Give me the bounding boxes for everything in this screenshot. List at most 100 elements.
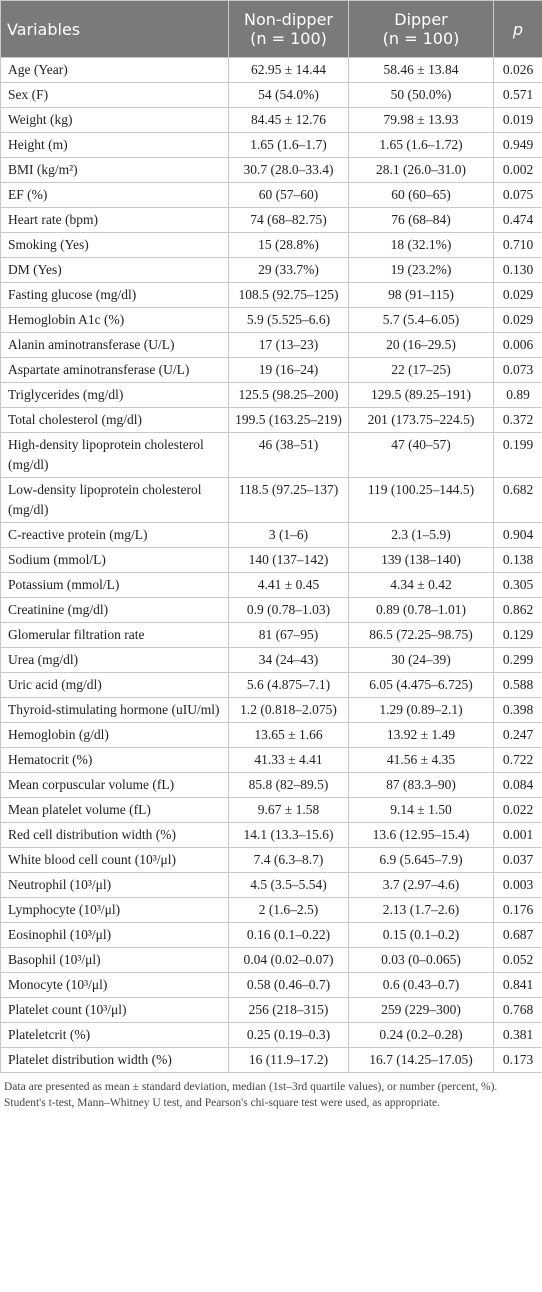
- table-row: EF (%) 60 (57–60) 60 (60–65) 0.075: [0, 182, 542, 208]
- value-cell: 4.41 ± 0.45: [228, 572, 349, 598]
- table-row: Weight (kg) 84.45 ± 12.76 79.98 ± 13.93 0.0…: [0, 107, 542, 133]
- value-cell: 0.15 (0.1–0.2): [348, 922, 494, 948]
- variable-cell: Total cholesterol (mg/dl): [0, 407, 229, 433]
- value-cell: 1.2 (0.818–2.075): [228, 697, 349, 723]
- value-cell: 60 (60–65): [348, 182, 494, 208]
- variable-cell: EF (%): [0, 182, 229, 208]
- value-cell: 1.65 (1.6–1.72): [348, 132, 494, 158]
- value-cell: 0.075: [493, 182, 542, 208]
- value-cell: 62.95 ± 14.44: [228, 57, 349, 83]
- value-cell: 19 (23.2%): [348, 257, 494, 283]
- value-cell: 98 (91–115): [348, 282, 494, 308]
- value-cell: 0.173: [493, 1047, 542, 1073]
- value-cell: 0.24 (0.2–0.28): [348, 1022, 494, 1048]
- value-cell: 0.89 (0.78–1.01): [348, 597, 494, 623]
- value-cell: 34 (24–43): [228, 647, 349, 673]
- value-cell: 9.67 ± 1.58: [228, 797, 349, 823]
- variable-cell: Mean platelet volume (fL): [0, 797, 229, 823]
- table-row: Heart rate (bpm) 74 (68–82.75) 76 (68–84) 0…: [0, 207, 542, 233]
- variable-cell: Lymphocyte (10³/μl): [0, 897, 229, 923]
- variable-cell: Glomerular filtration rate: [0, 622, 229, 648]
- value-cell: 256 (218–315): [228, 997, 349, 1023]
- value-cell: 0.474: [493, 207, 542, 233]
- table-row: Sodium (mmol/L) 140 (137–142) 139 (138–140…: [0, 547, 542, 573]
- value-cell: 259 (229–300): [348, 997, 494, 1023]
- table-row: Uric acid (mg/dl) 5.6 (4.875–7.1) 6.05 (4.…: [0, 672, 542, 698]
- variable-cell: Low-density lipoprotein cholesterol (mg/…: [0, 477, 229, 523]
- value-cell: 0.949: [493, 132, 542, 158]
- value-cell: 50 (50.0%): [348, 82, 494, 108]
- value-cell: 0.052: [493, 947, 542, 973]
- value-cell: 2.3 (1–5.9): [348, 522, 494, 548]
- value-cell: 6.9 (5.645–7.9): [348, 847, 494, 873]
- value-cell: 0.022: [493, 797, 542, 823]
- table-row: Hemoglobin A1c (%) 5.9 (5.525–6.6) 5.7 (5.…: [0, 307, 542, 333]
- table-row: Red cell distribution width (%) 14.1 (13.…: [0, 822, 542, 848]
- value-cell: 19 (16–24): [228, 357, 349, 383]
- variable-cell: Hemoglobin (g/dl): [0, 722, 229, 748]
- value-cell: 125.5 (98.25–200): [228, 382, 349, 408]
- table-row: Low-density lipoprotein cholesterol (mg/…: [0, 477, 542, 523]
- variable-cell: DM (Yes): [0, 257, 229, 283]
- value-cell: 0.904: [493, 522, 542, 548]
- value-cell: 201 (173.75–224.5): [348, 407, 494, 433]
- variable-cell: Height (m): [0, 132, 229, 158]
- table-row: Monocyte (10³/μl) 0.58 (0.46–0.7) 0.6 (0.4…: [0, 972, 542, 998]
- value-cell: 0.710: [493, 232, 542, 258]
- value-cell: 1.65 (1.6–1.7): [228, 132, 349, 158]
- variable-cell: Eosinophil (10³/μl): [0, 922, 229, 948]
- value-cell: 0.001: [493, 822, 542, 848]
- variable-cell: Thyroid-stimulating hormone (uIU/ml): [0, 697, 229, 723]
- value-cell: 47 (40–57): [348, 432, 494, 478]
- variable-cell: Uric acid (mg/dl): [0, 672, 229, 698]
- value-cell: 60 (57–60): [228, 182, 349, 208]
- value-cell: 4.34 ± 0.42: [348, 572, 494, 598]
- value-cell: 29 (33.7%): [228, 257, 349, 283]
- table-row: Hematocrit (%) 41.33 ± 4.41 41.56 ± 4.35 0.…: [0, 747, 542, 773]
- value-cell: 0.029: [493, 282, 542, 308]
- table-row: Potassium (mmol/L) 4.41 ± 0.45 4.34 ± 0.42…: [0, 572, 542, 598]
- value-cell: 58.46 ± 13.84: [348, 57, 494, 83]
- value-cell: 6.05 (4.475–6.725): [348, 672, 494, 698]
- value-cell: 4.5 (3.5–5.54): [228, 872, 349, 898]
- header-text: p: [512, 19, 524, 39]
- table-header: Variables Non-dipper (n = 100) Dipper (n = 1…: [0, 0, 542, 58]
- value-cell: 0.003: [493, 872, 542, 898]
- value-cell: 30 (24–39): [348, 647, 494, 673]
- variable-cell: Hematocrit (%): [0, 747, 229, 773]
- variable-cell: High-density lipoprotein cholesterol (mg…: [0, 432, 229, 478]
- table-row: C-reactive protein (mg/L) 3 (1–6) 2.3 (1–5…: [0, 522, 542, 548]
- value-cell: 0.299: [493, 647, 542, 673]
- value-cell: 2 (1.6–2.5): [228, 897, 349, 923]
- value-cell: 129.5 (89.25–191): [348, 382, 494, 408]
- value-cell: 118.5 (97.25–137): [228, 477, 349, 523]
- table-row: Urea (mg/dl) 34 (24–43) 30 (24–39) 0.299: [0, 647, 542, 673]
- table-row: Hemoglobin (g/dl) 13.65 ± 1.66 13.92 ± 1.4…: [0, 722, 542, 748]
- header-cell: Variables: [0, 0, 229, 58]
- value-cell: 0.029: [493, 307, 542, 333]
- value-cell: 0.03 (0–0.065): [348, 947, 494, 973]
- value-cell: 0.89: [493, 382, 542, 408]
- table-row: Platelet distribution width (%) 16 (11.9–…: [0, 1047, 542, 1073]
- value-cell: 0.16 (0.1–0.22): [228, 922, 349, 948]
- value-cell: 0.58 (0.46–0.7): [228, 972, 349, 998]
- value-cell: 79.98 ± 13.93: [348, 107, 494, 133]
- value-cell: 81 (67–95): [228, 622, 349, 648]
- variable-cell: Weight (kg): [0, 107, 229, 133]
- value-cell: 0.687: [493, 922, 542, 948]
- value-cell: 54 (54.0%): [228, 82, 349, 108]
- value-cell: 0.084: [493, 772, 542, 798]
- value-cell: 0.381: [493, 1022, 542, 1048]
- header-cell: Non-dipper (n = 100): [228, 0, 349, 58]
- table-row: DM (Yes) 29 (33.7%) 19 (23.2%) 0.130: [0, 257, 542, 283]
- variable-cell: Fasting glucose (mg/dl): [0, 282, 229, 308]
- value-cell: 3.7 (2.97–4.6): [348, 872, 494, 898]
- value-cell: 0.841: [493, 972, 542, 998]
- value-cell: 0.682: [493, 477, 542, 523]
- header-text: Dipper: [394, 10, 448, 29]
- table-row: BMI (kg/m²) 30.7 (28.0–33.4) 28.1 (26.0–31…: [0, 157, 542, 183]
- value-cell: 16 (11.9–17.2): [228, 1047, 349, 1073]
- value-cell: 0.019: [493, 107, 542, 133]
- value-cell: 18 (32.1%): [348, 232, 494, 258]
